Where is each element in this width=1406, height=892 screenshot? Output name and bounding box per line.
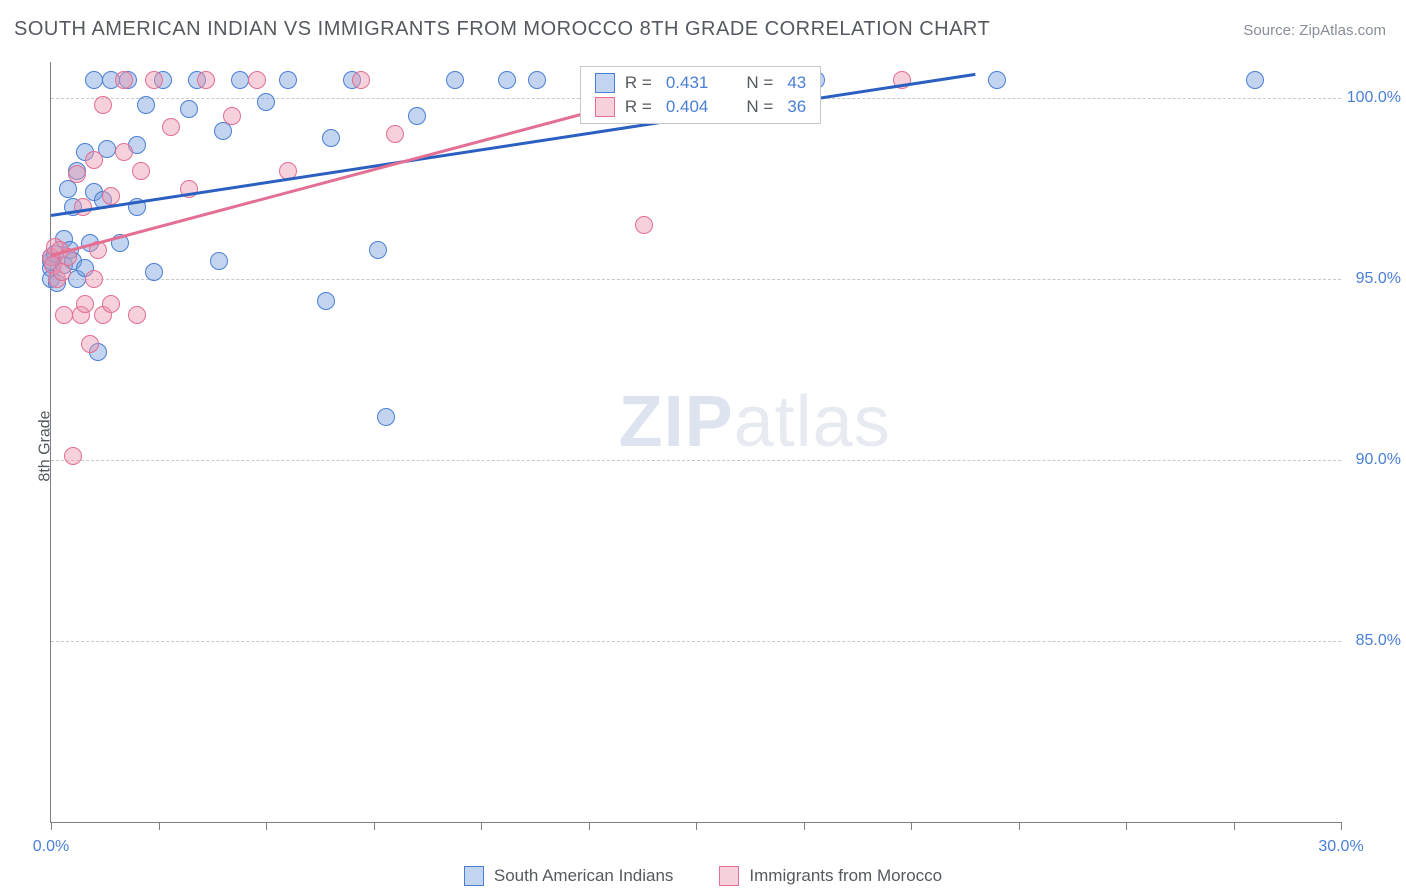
data-point-mor xyxy=(64,447,82,465)
plot-area: ZIPatlas 85.0%90.0%95.0%100.0%0.0%30.0%R… xyxy=(50,62,1341,823)
legend-stats: R = 0.431 N = 43 R = 0.404 N = 36 xyxy=(580,66,821,124)
data-point-sai xyxy=(988,71,1006,89)
legend-bottom: South American Indians Immigrants from M… xyxy=(0,866,1406,886)
data-point-mor xyxy=(386,125,404,143)
x-tick xyxy=(51,822,52,830)
legend-label-sai: South American Indians xyxy=(494,866,674,886)
x-tick xyxy=(1019,822,1020,830)
legend-r-label: R = xyxy=(625,73,652,93)
data-point-sai xyxy=(498,71,516,89)
data-point-mor xyxy=(352,71,370,89)
data-point-mor xyxy=(74,198,92,216)
y-tick-label: 85.0% xyxy=(1346,632,1401,650)
legend-r-value-sai: 0.431 xyxy=(666,73,709,93)
y-tick-label: 90.0% xyxy=(1346,451,1401,469)
x-tick xyxy=(374,822,375,830)
data-point-sai xyxy=(377,408,395,426)
gridline-h xyxy=(51,641,1341,642)
data-point-sai xyxy=(322,129,340,147)
data-point-sai xyxy=(317,292,335,310)
data-point-mor xyxy=(635,216,653,234)
x-tick-label: 0.0% xyxy=(33,838,69,856)
data-point-mor xyxy=(81,335,99,353)
x-tick xyxy=(589,822,590,830)
legend-swatch-sai xyxy=(464,866,484,886)
data-point-mor xyxy=(102,187,120,205)
legend-n-value-sai: 43 xyxy=(787,73,806,93)
trendline-sai xyxy=(51,73,976,217)
legend-item-mor: Immigrants from Morocco xyxy=(719,866,942,886)
data-point-sai xyxy=(137,96,155,114)
data-point-mor xyxy=(162,118,180,136)
legend-label-mor: Immigrants from Morocco xyxy=(749,866,942,886)
data-point-mor xyxy=(115,71,133,89)
data-point-sai xyxy=(528,71,546,89)
data-point-sai xyxy=(210,252,228,270)
x-tick xyxy=(1234,822,1235,830)
x-tick xyxy=(1126,822,1127,830)
y-tick-label: 100.0% xyxy=(1346,89,1401,107)
x-tick xyxy=(266,822,267,830)
legend-n-label: N = xyxy=(746,73,773,93)
legend-r-label: R = xyxy=(625,97,652,117)
legend-n-label: N = xyxy=(746,97,773,117)
source-attribution: Source: ZipAtlas.com xyxy=(1243,22,1386,39)
x-tick xyxy=(696,822,697,830)
watermark-atlas: atlas xyxy=(734,382,891,462)
data-point-sai xyxy=(1246,71,1264,89)
x-tick-label: 30.0% xyxy=(1318,838,1363,856)
data-point-mor xyxy=(132,162,150,180)
legend-n-value-mor: 36 xyxy=(787,97,806,117)
data-point-sai xyxy=(145,263,163,281)
legend-swatch-sai xyxy=(595,73,615,93)
legend-stats-row-mor: R = 0.404 N = 36 xyxy=(581,95,820,119)
gridline-h xyxy=(51,279,1341,280)
gridline-h xyxy=(51,460,1341,461)
data-point-mor xyxy=(85,270,103,288)
data-point-sai xyxy=(446,71,464,89)
legend-swatch-mor xyxy=(595,97,615,117)
chart-container: SOUTH AMERICAN INDIAN VS IMMIGRANTS FROM… xyxy=(0,0,1406,892)
data-point-sai xyxy=(408,107,426,125)
legend-stats-row-sai: R = 0.431 N = 43 xyxy=(581,71,820,95)
data-point-sai xyxy=(279,71,297,89)
data-point-mor xyxy=(102,295,120,313)
data-point-mor xyxy=(115,143,133,161)
x-tick xyxy=(1341,822,1342,830)
data-point-sai xyxy=(231,71,249,89)
data-point-mor xyxy=(145,71,163,89)
data-point-mor xyxy=(248,71,266,89)
source-prefix: Source: xyxy=(1243,22,1299,39)
legend-item-sai: South American Indians xyxy=(464,866,674,886)
data-point-mor xyxy=(76,295,94,313)
legend-swatch-mor xyxy=(719,866,739,886)
chart-title: SOUTH AMERICAN INDIAN VS IMMIGRANTS FROM… xyxy=(14,18,990,41)
data-point-sai xyxy=(369,241,387,259)
data-point-sai xyxy=(85,71,103,89)
watermark-zip: ZIP xyxy=(619,382,734,462)
data-point-mor xyxy=(223,107,241,125)
data-point-sai xyxy=(180,100,198,118)
y-tick-label: 95.0% xyxy=(1346,270,1401,288)
data-point-mor xyxy=(68,165,86,183)
x-tick xyxy=(911,822,912,830)
data-point-mor xyxy=(128,306,146,324)
source-link[interactable]: ZipAtlas.com xyxy=(1299,22,1386,39)
data-point-mor xyxy=(55,306,73,324)
x-tick xyxy=(159,822,160,830)
data-point-mor xyxy=(197,71,215,89)
data-point-mor xyxy=(94,96,112,114)
data-point-mor xyxy=(85,151,103,169)
legend-r-value-mor: 0.404 xyxy=(666,97,709,117)
data-point-sai xyxy=(257,93,275,111)
watermark: ZIPatlas xyxy=(619,381,891,463)
x-tick xyxy=(804,822,805,830)
x-tick xyxy=(481,822,482,830)
